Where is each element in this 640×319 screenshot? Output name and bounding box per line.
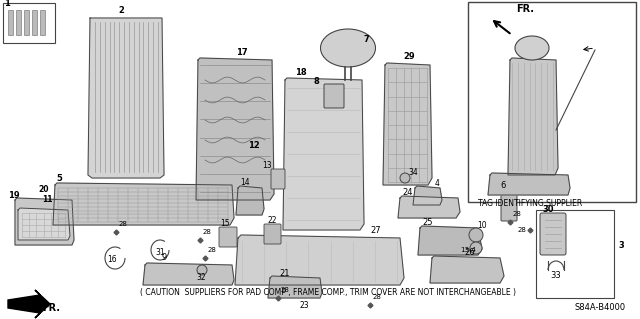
Text: 2: 2	[118, 6, 124, 15]
FancyBboxPatch shape	[324, 84, 344, 108]
Circle shape	[197, 265, 207, 275]
Text: 27: 27	[370, 226, 381, 235]
Text: FR.: FR.	[42, 303, 60, 313]
Text: 11: 11	[42, 195, 52, 204]
Text: 9: 9	[162, 253, 167, 262]
Text: TAG IDENTIFYING SUPPLIER: TAG IDENTIFYING SUPPLIER	[478, 199, 582, 209]
Text: 23: 23	[300, 301, 310, 310]
Text: 21: 21	[279, 269, 289, 278]
Bar	[8, 10, 13, 35]
Text: 31: 31	[155, 248, 164, 257]
Polygon shape	[88, 18, 164, 178]
Bar	[3, 3, 55, 43]
Text: 5: 5	[56, 174, 62, 183]
Text: 28: 28	[513, 211, 522, 217]
FancyBboxPatch shape	[540, 213, 566, 255]
Text: 33: 33	[550, 271, 561, 280]
Circle shape	[470, 242, 482, 254]
Text: 30: 30	[542, 205, 554, 214]
Text: 15: 15	[220, 219, 230, 228]
Text: 4: 4	[435, 179, 440, 188]
FancyBboxPatch shape	[271, 169, 285, 189]
Text: 34: 34	[408, 168, 418, 177]
Text: 28: 28	[119, 221, 128, 227]
FancyBboxPatch shape	[264, 224, 281, 244]
Polygon shape	[18, 208, 70, 240]
Text: ( CAUTION  SUPPLIERS FOR PAD COMP , FRAME COMP., TRIM COVER ARE NOT INTERCHANGEA: ( CAUTION SUPPLIERS FOR PAD COMP , FRAME…	[140, 287, 516, 296]
Polygon shape	[488, 173, 570, 195]
Text: 28: 28	[281, 287, 290, 293]
Polygon shape	[196, 58, 274, 200]
Bar	[16, 10, 21, 35]
Bar	[536, 210, 614, 298]
Text: 16: 16	[107, 255, 116, 264]
Bar	[40, 10, 45, 35]
Text: 6: 6	[500, 181, 506, 190]
Polygon shape	[235, 235, 404, 285]
Polygon shape	[430, 256, 504, 283]
Polygon shape	[236, 186, 264, 215]
Text: 24: 24	[402, 188, 413, 197]
FancyArrowPatch shape	[584, 47, 592, 51]
Text: 18: 18	[295, 68, 307, 77]
FancyBboxPatch shape	[219, 227, 237, 247]
Text: 13-4: 13-4	[460, 247, 476, 253]
Text: 13: 13	[262, 161, 271, 170]
Text: 3: 3	[618, 241, 624, 250]
Circle shape	[400, 173, 410, 183]
Circle shape	[469, 228, 483, 242]
Text: S84A-B4000: S84A-B4000	[575, 303, 625, 313]
Ellipse shape	[321, 29, 376, 67]
Polygon shape	[53, 183, 234, 225]
Text: FR.: FR.	[516, 4, 534, 14]
Polygon shape	[268, 276, 322, 298]
Text: 22: 22	[267, 216, 276, 225]
Text: 28: 28	[203, 229, 212, 235]
FancyBboxPatch shape	[501, 189, 517, 221]
Polygon shape	[508, 58, 558, 175]
Polygon shape	[413, 186, 442, 205]
Polygon shape	[283, 78, 364, 230]
Text: 8: 8	[313, 77, 319, 86]
Bar	[32, 10, 37, 35]
Text: 19: 19	[8, 191, 20, 200]
Text: 14: 14	[240, 178, 250, 187]
Text: 29: 29	[403, 52, 415, 61]
Polygon shape	[383, 63, 432, 185]
Bar	[468, 2, 636, 202]
Text: 20: 20	[38, 185, 49, 194]
Text: 17: 17	[236, 48, 248, 57]
Text: 10: 10	[477, 221, 486, 230]
Text: 32: 32	[196, 273, 205, 282]
Text: 28: 28	[373, 294, 382, 300]
Polygon shape	[398, 196, 460, 218]
Polygon shape	[143, 263, 234, 285]
Text: 7: 7	[363, 35, 369, 44]
Polygon shape	[15, 198, 74, 245]
Text: 1: 1	[4, 0, 10, 8]
Text: 12: 12	[248, 141, 260, 150]
Text: 25: 25	[422, 218, 433, 227]
Text: 28: 28	[518, 227, 527, 233]
Text: 28: 28	[208, 247, 217, 253]
Polygon shape	[8, 290, 50, 318]
Ellipse shape	[515, 36, 549, 60]
Text: 26: 26	[464, 248, 475, 257]
Polygon shape	[418, 226, 482, 255]
Bar	[24, 10, 29, 35]
